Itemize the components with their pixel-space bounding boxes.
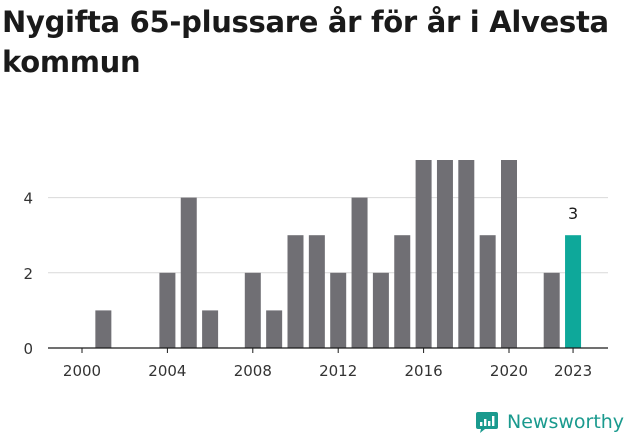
bar-2015: [394, 235, 411, 348]
bar-2010: [287, 235, 304, 348]
y-tick-label: 4: [23, 190, 33, 208]
bar-2011: [308, 235, 325, 348]
brand-logo[interactable]: Newsworthy: [475, 406, 624, 438]
y-tick-label: 2: [23, 265, 33, 283]
bar-2017: [436, 160, 453, 348]
newsworthy-logo-icon: [476, 412, 498, 433]
bar-2005: [180, 197, 197, 348]
bar-2016: [415, 160, 432, 348]
gridlines: [48, 197, 608, 274]
x-tick-label: 2016: [405, 362, 443, 380]
bar-2018: [458, 160, 475, 348]
bar-2004: [159, 272, 176, 348]
bar-2019: [479, 235, 496, 348]
bar-2008: [244, 272, 261, 348]
bar-2013: [351, 197, 368, 348]
data-labels: 3: [568, 204, 578, 223]
bar-2014: [372, 272, 389, 348]
bar-2009: [266, 310, 283, 348]
bar-2023: [565, 235, 582, 348]
x-tick-label: 2008: [234, 362, 272, 380]
x-tick-label: 2004: [148, 362, 186, 380]
x-tick-label: 2000: [63, 362, 101, 380]
x-axis-ticks: 2000 2004 2008 2012 2016 2020 2023: [63, 348, 592, 380]
x-tick-label: 2020: [490, 362, 528, 380]
data-label-2023: 3: [568, 204, 578, 223]
x-tick-label: 2012: [319, 362, 357, 380]
bar-2006: [202, 310, 219, 348]
bars: [95, 160, 582, 348]
x-tick-label: 2023: [554, 362, 592, 380]
chart-title: Nygifta 65-plussare år för år i Alvesta …: [2, 5, 609, 79]
bar-2022: [543, 272, 560, 348]
bar-2001: [95, 310, 112, 348]
y-axis-ticks: 0 2 4: [23, 190, 33, 358]
y-tick-label: 0: [23, 340, 33, 358]
bar-2012: [330, 272, 347, 348]
bar-2020: [501, 160, 517, 348]
brand-name: Newsworthy: [507, 411, 625, 433]
